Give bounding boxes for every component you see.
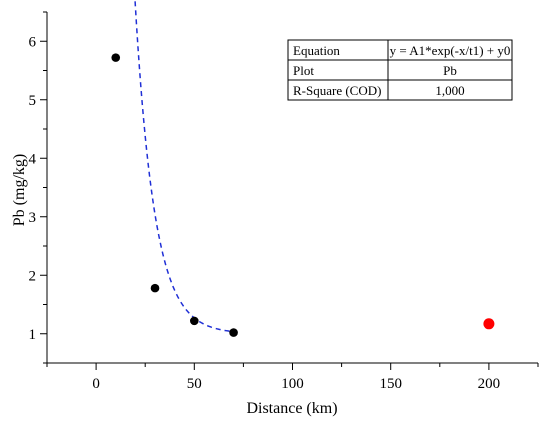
data-point: [229, 328, 238, 337]
x-tick-label: 0: [92, 376, 100, 392]
y-tick-label: 2: [29, 268, 37, 284]
x-tick-label: 50: [187, 376, 202, 392]
fit-results-table: Equation y = A1*exp(-x/t1) + y0 Plot Pb …: [287, 39, 513, 101]
x-axis-label: Distance (km): [246, 400, 337, 417]
data-point: [190, 316, 199, 326]
x-tick-label: 150: [379, 376, 402, 392]
fit-curve-line: [134, 0, 234, 333]
data-point: [150, 283, 160, 293]
fit-table-value-rsquare: 1,000: [435, 83, 464, 98]
x-tick-label: 100: [281, 376, 304, 392]
fit-table-label-plot: Plot: [293, 63, 314, 78]
y-axis-label: Pb (mg/kg): [11, 154, 28, 226]
y-tick-label: 5: [29, 93, 37, 109]
fit-table-border: [287, 39, 513, 101]
data-point: [111, 53, 121, 62]
y-tick-label: 3: [29, 210, 37, 226]
y-tick-label: 1: [29, 327, 37, 343]
y-tick-label: 6: [29, 34, 37, 50]
x-tick-label: 200: [478, 376, 501, 392]
fit-table-value-equation: y = A1*exp(-x/t1) + y0: [390, 43, 511, 58]
plot-area: [111, 0, 495, 337]
fit-table-label-equation: Equation: [293, 43, 340, 58]
highlight-point: [483, 318, 495, 330]
y-tick-label: 4: [29, 151, 37, 167]
fit-table-label-rsquare: R-Square (COD): [293, 83, 381, 98]
fit-table-value-plot: Pb: [443, 63, 457, 78]
ticks: 0 50 100 150 200 1 2 3 4 5 6: [29, 11, 539, 392]
